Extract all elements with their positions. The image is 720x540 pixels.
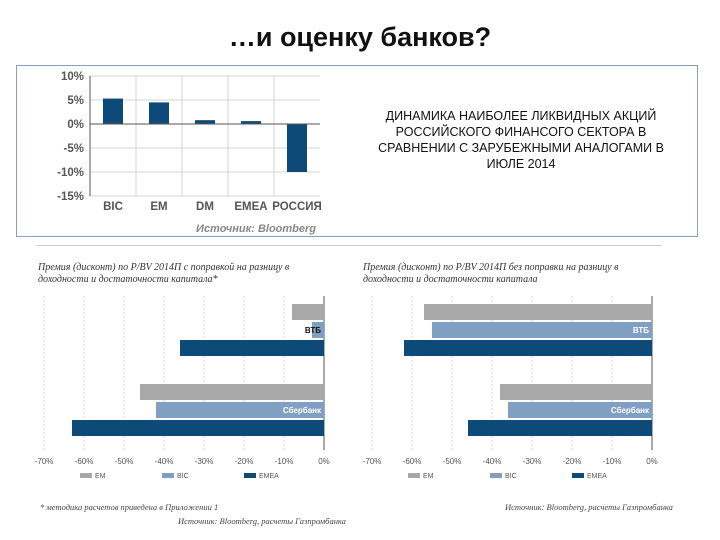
performance-bar-chart: 10% 5% 0% -5% -10% -15% BIC EM DM EMEA РОССИЯ Источ… (20, 68, 340, 236)
left-chart-title: Премия (дисконт) по P/BV 2014П с поправк… (38, 262, 290, 285)
x-tick-label: -50% (443, 457, 462, 466)
bar (140, 384, 324, 400)
x-tick-label: BIC (103, 201, 123, 213)
bar (195, 120, 215, 124)
bar (508, 402, 652, 418)
legend-swatch (162, 473, 174, 478)
chart-source: Источник: Bloomberg (196, 223, 316, 235)
bar (500, 384, 652, 400)
x-tick-label: 0% (318, 457, 330, 466)
group-label: ВТБ (633, 326, 649, 335)
x-tick-label: -20% (563, 457, 582, 466)
bar (404, 340, 652, 356)
legend-swatch (490, 473, 502, 478)
chart-caption: ДИНАМИКА НАИБОЛЕЕ ЛИКВИДНЫХ АКЦИЙ РОССИЙ… (378, 109, 664, 171)
y-tick-label: 5% (67, 95, 84, 107)
legend-label: EM (423, 473, 434, 480)
bar (72, 420, 324, 436)
x-tick-label: -20% (235, 457, 254, 466)
x-tick-label: -30% (195, 457, 214, 466)
y-tick-label: -15% (57, 191, 84, 203)
bar (292, 304, 324, 320)
bar (424, 304, 652, 320)
bar (312, 322, 324, 338)
x-tick-label: EM (150, 201, 167, 213)
x-tick-label: -40% (483, 457, 502, 466)
bar (156, 402, 324, 418)
y-tick-label: 10% (61, 71, 84, 83)
x-tick-label: -60% (403, 457, 422, 466)
bar (149, 102, 169, 124)
bar (241, 121, 261, 124)
y-tick-label: 0% (67, 119, 84, 131)
bar (103, 98, 123, 124)
legend-swatch (80, 473, 92, 478)
legend-label: BIC (505, 473, 517, 480)
group-label: Сбербанк (283, 406, 322, 415)
x-tick-label: 0% (646, 457, 658, 466)
legend-swatch (244, 473, 256, 478)
top-panel-frame (16, 65, 698, 237)
legend-label: EM (95, 473, 106, 480)
legend-swatch (572, 473, 584, 478)
group-label: ВТБ (305, 326, 321, 335)
x-tick-label: -40% (155, 457, 174, 466)
y-tick-label: -10% (57, 167, 84, 179)
y-tick-label: -5% (64, 143, 84, 155)
x-tick-label: -10% (275, 457, 294, 466)
x-tick-label: EMEA (234, 201, 267, 213)
unadjusted-discount-chart: -70% -60% -50% -40% -30% -20% -10% 0% ВТБ Сбербан… (363, 296, 658, 480)
legend-swatch (408, 473, 420, 478)
right-source: Источник: Bloomberg, расчеты Газпромбанк… (505, 502, 673, 512)
x-tick-label: -30% (523, 457, 542, 466)
slide-title: …и оценку банков? (228, 22, 492, 52)
left-footnote: * методика расчетов приведена в Приложен… (40, 502, 219, 512)
bar (287, 124, 307, 172)
x-tick-label: -10% (603, 457, 622, 466)
x-tick-label: -50% (115, 457, 134, 466)
bar (432, 322, 652, 338)
chart-background (20, 68, 340, 236)
legend-label: EMEA (259, 473, 279, 480)
x-tick-label: DM (196, 201, 214, 213)
legend-label: EMEA (587, 473, 607, 480)
section-divider (36, 245, 662, 246)
left-source: Источник: Bloomberg, расчеты Газпромбанк… (178, 516, 346, 526)
x-tick-label: -70% (35, 457, 54, 466)
group-label: Сбербанк (611, 406, 650, 415)
bar (180, 340, 324, 356)
adjusted-discount-chart: -70% -60% -50% -40% -30% -20% -10% 0% ВТБ Сбербан… (35, 296, 330, 480)
bar (468, 420, 652, 436)
x-tick-label: РОССИЯ (272, 201, 322, 213)
x-tick-label: -60% (75, 457, 94, 466)
right-chart-title: Премия (дисконт) по P/BV 2014П без попра… (363, 262, 619, 285)
x-tick-label: -70% (363, 457, 382, 466)
legend-label: BIC (177, 473, 189, 480)
